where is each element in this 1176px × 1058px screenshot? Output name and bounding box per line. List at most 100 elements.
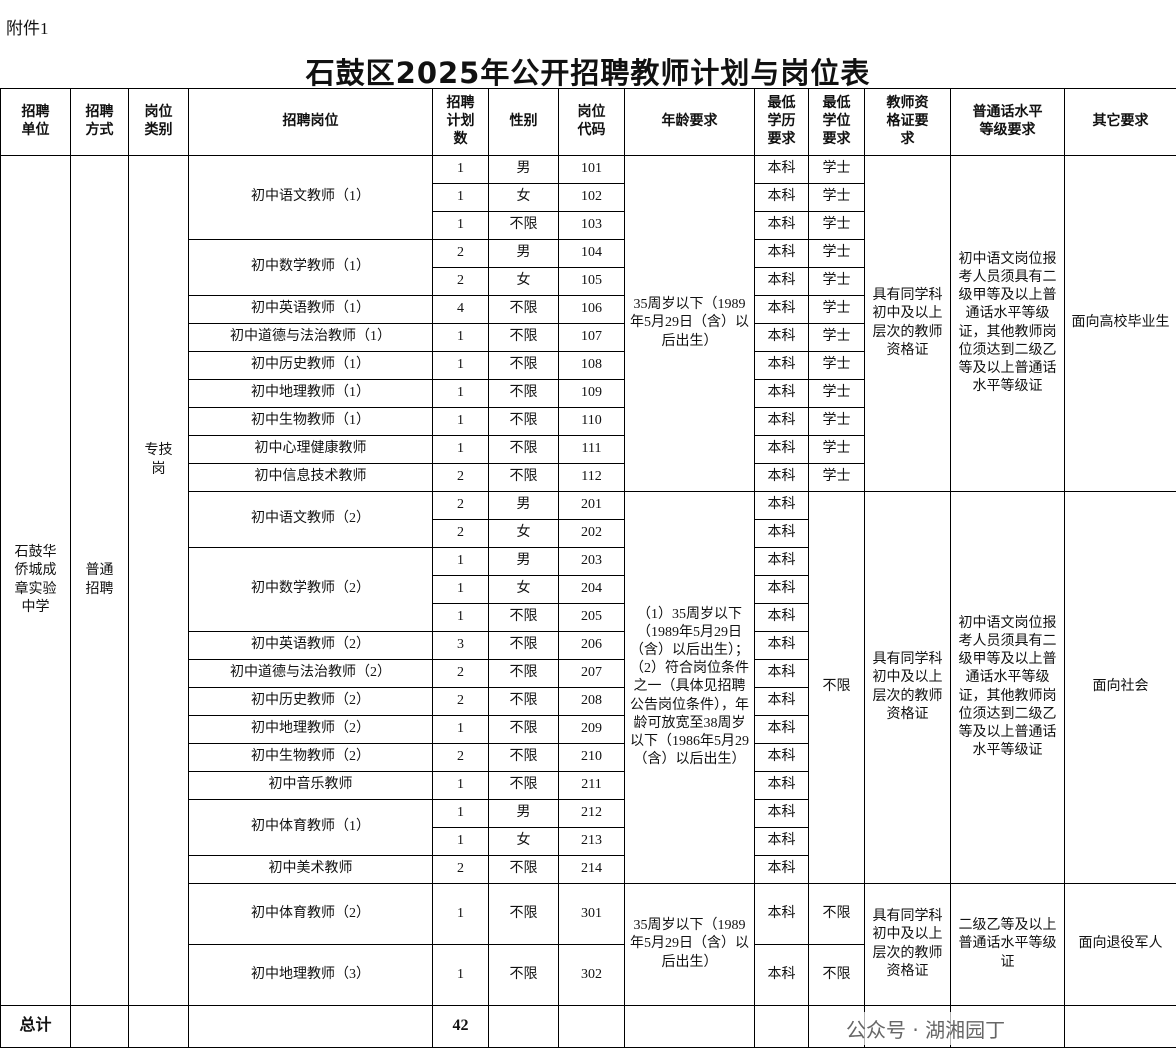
- degree-cell-text: 学士: [822, 217, 851, 233]
- other-cell: 面向退役军人: [1064, 883, 1176, 1006]
- position-cell-text: 初中语文教师（1）: [251, 189, 370, 205]
- position-cell-text: 初中地理教师（1）: [251, 385, 370, 401]
- position-cell-text: 初中音乐教师: [268, 777, 353, 793]
- education-cell: 本科: [754, 155, 809, 184]
- education-cell: 本科: [754, 883, 809, 945]
- code-cell-text: 101: [581, 161, 602, 177]
- count-cell-text: 1: [457, 161, 464, 177]
- education-cell: 本科: [754, 211, 809, 240]
- education-cell: 本科: [754, 435, 809, 464]
- post-row: 初中道德与法治教师（1） 1 不限 107 本科 学士: [1, 323, 1176, 352]
- gender-cell-text: 不限: [509, 665, 538, 681]
- gender-cell: 不限: [488, 379, 559, 408]
- gender-cell-text: 不限: [509, 441, 538, 457]
- degree-cell: 学士: [808, 155, 865, 184]
- gender-cell-text: 不限: [509, 749, 538, 765]
- position-cell: 初中数学教师（2）: [188, 547, 433, 632]
- mandarin-cell-text: 初中语文岗位报考人员须具有二级甲等及以上普通话水平等级证，其他教师岗位须达到二级…: [958, 615, 1057, 759]
- code-cell-text: 111: [581, 441, 602, 457]
- degree-cell: 学士: [808, 351, 865, 380]
- count-cell: 1: [432, 827, 489, 856]
- position-cell: 初中信息技术教师: [188, 463, 433, 492]
- category-cell-text: 专技岗: [144, 443, 173, 477]
- gender-cell: 不限: [488, 603, 559, 632]
- degree-cell: 学士: [808, 323, 865, 352]
- position-cell: 初中地理教师（2）: [188, 715, 433, 744]
- gender-cell: 男: [488, 799, 559, 828]
- position-cell-text: 初中心理健康教师: [254, 441, 367, 457]
- position-cell: 初中语文教师（1）: [188, 155, 433, 240]
- gender-cell: 不限: [488, 944, 559, 1006]
- empty-cell: [624, 1005, 755, 1048]
- education-cell: 本科: [754, 687, 809, 716]
- code-cell: 111: [558, 435, 625, 464]
- degree-cell-text: 学士: [822, 357, 851, 373]
- count-cell: 1: [432, 799, 489, 828]
- position-cell: 初中心理健康教师: [188, 435, 433, 464]
- gender-cell: 男: [488, 547, 559, 576]
- code-cell: 210: [558, 743, 625, 772]
- other-cell-text: 面向高校毕业生: [1071, 315, 1170, 331]
- position-cell: 初中美术教师: [188, 855, 433, 884]
- count-cell: 1: [432, 351, 489, 380]
- mandarin-cell: 初中语文岗位报考人员须具有二级甲等及以上普通话水平等级证，其他教师岗位须达到二级…: [950, 155, 1065, 492]
- count-cell: 1: [432, 211, 489, 240]
- count-cell-text: 1: [457, 553, 464, 569]
- education-cell: 本科: [754, 603, 809, 632]
- education-cell-text: 本科: [767, 861, 796, 877]
- degree-cell: 不限: [808, 491, 865, 884]
- post-row: 1 女 102 本科 学士: [1, 183, 1176, 212]
- gender-cell: 不限: [488, 771, 559, 800]
- header-row: 招聘单位 招聘方式 岗位类别 招聘岗位 招聘计划数 性别 岗位代码 年龄要求 最低学历要求 最低学…: [0, 88, 1176, 156]
- code-cell-text: 112: [581, 469, 602, 485]
- position-cell-text: 初中地理教师（3）: [251, 966, 370, 982]
- attachment-label: 附件1: [6, 19, 49, 38]
- code-cell: 212: [558, 799, 625, 828]
- code-cell-text: 302: [581, 966, 602, 982]
- degree-cell-text: 不限: [822, 905, 851, 921]
- education-cell-text: 本科: [767, 777, 796, 793]
- degree-cell-text: 学士: [822, 301, 851, 317]
- column-header-text: 招聘方式: [85, 104, 114, 138]
- count-cell: 1: [432, 155, 489, 184]
- code-cell: 109: [558, 379, 625, 408]
- count-cell: 1: [432, 379, 489, 408]
- degree-cell-text: 学士: [822, 161, 851, 177]
- education-cell: 本科: [754, 771, 809, 800]
- degree-cell-text: 学士: [822, 413, 851, 429]
- gender-cell-text: 女: [516, 525, 531, 541]
- gender-cell-text: 不限: [509, 357, 538, 373]
- column-header-text: 招聘计划数: [446, 95, 475, 148]
- position-cell: 初中地理教师（1）: [188, 379, 433, 408]
- code-cell: 104: [558, 239, 625, 268]
- count-cell-text: 1: [457, 357, 464, 373]
- column-header-text: 招聘岗位: [282, 113, 339, 129]
- post-row: 1 不限 103 本科 学士: [1, 211, 1176, 240]
- post-row: 1 不限 205 本科: [1, 603, 1176, 632]
- code-cell-text: 212: [581, 805, 602, 821]
- code-cell: 112: [558, 463, 625, 492]
- degree-cell-text: 学士: [822, 469, 851, 485]
- education-cell: 本科: [754, 379, 809, 408]
- code-cell-text: 207: [581, 665, 602, 681]
- education-cell: 本科: [754, 855, 809, 884]
- degree-cell: 学士: [808, 183, 865, 212]
- count-cell: 1: [432, 323, 489, 352]
- method-cell: 普通招聘: [70, 155, 129, 1006]
- category-cell: 专技岗: [128, 155, 189, 1006]
- position-cell: 初中英语教师（1）: [188, 295, 433, 324]
- education-cell-text: 本科: [767, 609, 796, 625]
- count-cell: 1: [432, 575, 489, 604]
- education-cell: 本科: [754, 799, 809, 828]
- count-cell: 2: [432, 659, 489, 688]
- count-cell-text: 4: [457, 301, 464, 317]
- education-cell: 本科: [754, 267, 809, 296]
- education-cell: 本科: [754, 351, 809, 380]
- education-cell-text: 本科: [767, 693, 796, 709]
- post-row: 初中地理教师（3） 1 不限 302 本科 不限: [1, 944, 1176, 1006]
- age-cell-text: （1）35周岁以下（1989年5月29日（含）以后出生）；（2）符合岗位条件之一…: [630, 606, 749, 768]
- gender-cell: 不限: [488, 435, 559, 464]
- code-cell: 206: [558, 631, 625, 660]
- gender-cell: 女: [488, 183, 559, 212]
- post-row: 初中体育教师（1） 1 男 212 本科: [1, 799, 1176, 856]
